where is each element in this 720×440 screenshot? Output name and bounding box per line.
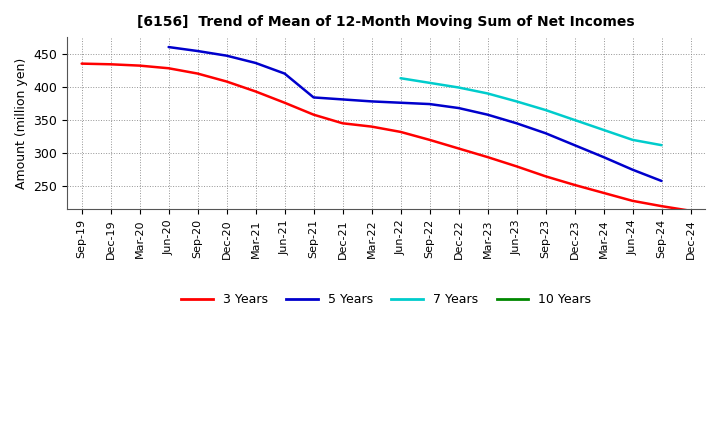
Legend: 3 Years, 5 Years, 7 Years, 10 Years: 3 Years, 5 Years, 7 Years, 10 Years	[176, 288, 596, 311]
Y-axis label: Amount (million yen): Amount (million yen)	[15, 58, 28, 189]
Title: [6156]  Trend of Mean of 12-Month Moving Sum of Net Incomes: [6156] Trend of Mean of 12-Month Moving …	[138, 15, 635, 29]
